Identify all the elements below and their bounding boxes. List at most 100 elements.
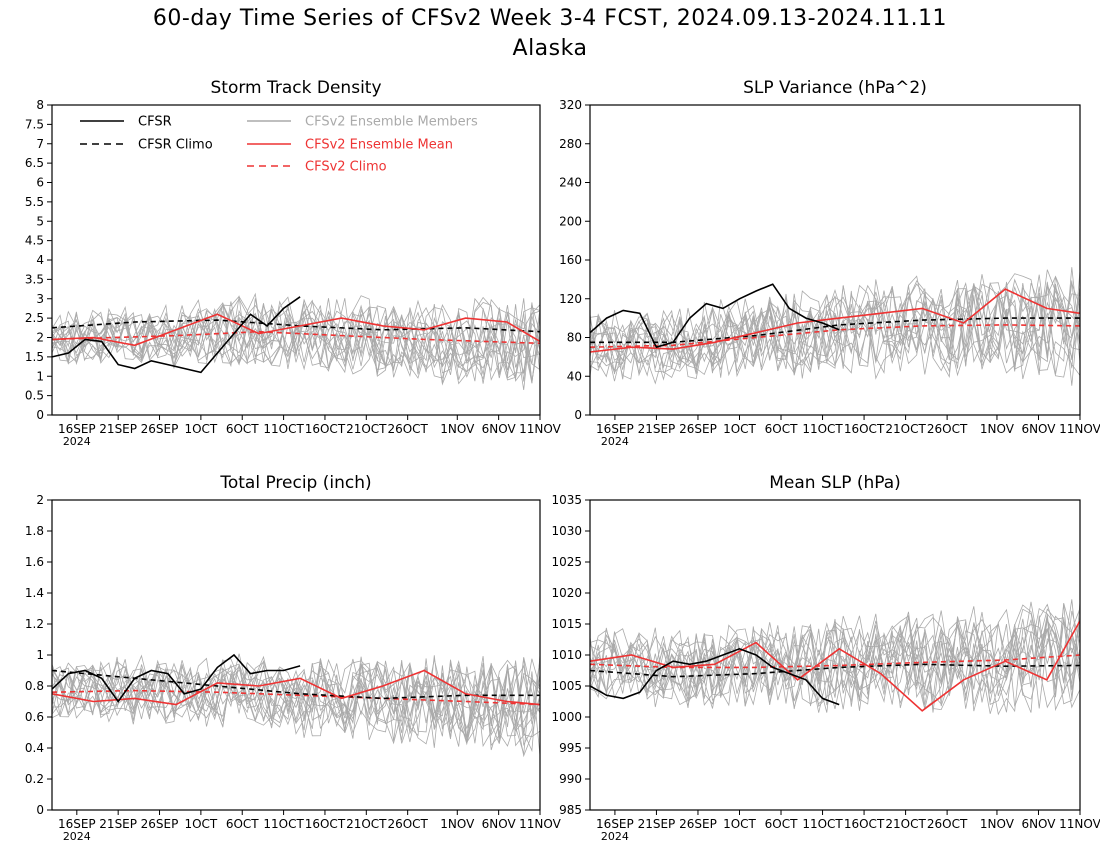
x-tick-sublabel: 2024 (63, 435, 91, 448)
x-tick-label: 6NOV (1021, 422, 1056, 436)
panel-frame (589, 499, 1081, 811)
ensemble-member-line (52, 303, 540, 382)
series-cfsv2-climo (52, 689, 540, 706)
ensemble-member-line (52, 301, 540, 378)
series-cfsr (590, 647, 840, 706)
y-tick-label: 1 (36, 648, 44, 662)
y-tick-label: 5.5 (25, 195, 44, 209)
y-tick-label: 40 (567, 369, 582, 383)
legend-label-cfsr: CFSR (138, 115, 172, 130)
ensemble-member-line (52, 658, 540, 748)
legend-label-cfsv2-ensemble-mean: CFSv2 Ensemble Mean (305, 138, 453, 153)
x-tick-label: 11NOV (519, 422, 561, 436)
x-tick-label: 21OCT (885, 817, 926, 831)
y-tick-label: 280 (559, 137, 582, 151)
panel-frame (51, 499, 541, 811)
legend-label-cfsv2-climo: CFSv2 Climo (305, 160, 387, 175)
y-tick-label: 0 (36, 803, 44, 817)
y-tick-label: 1020 (551, 586, 582, 600)
y-tick-label: 320 (559, 98, 582, 112)
ensemble-member-line (590, 621, 1080, 716)
plot-area (52, 653, 540, 758)
series-cfsr (52, 653, 301, 703)
ensemble-member-line (590, 606, 1080, 714)
x-tick-label: 6NOV (1021, 817, 1056, 831)
x-tick-label: 6OCT (765, 817, 798, 831)
y-tick-label: 0.8 (25, 679, 44, 693)
ensemble-member-line (590, 276, 1080, 380)
y-tick-label: 1.2 (25, 617, 44, 631)
x-tick-label: 1NOV (440, 817, 475, 831)
x-tick-label: 6OCT (226, 817, 259, 831)
x-tick-label: 26SEP (141, 817, 179, 831)
x-tick-label: 11NOV (1059, 422, 1100, 436)
y-tick-label: 2 (36, 493, 44, 507)
x-tick-label: 26OCT (927, 817, 968, 831)
x-tick-label: 21OCT (885, 422, 926, 436)
y-tick-label: 200 (559, 214, 582, 228)
ensemble-member-line (52, 658, 540, 747)
y-tick-label: 0.4 (25, 741, 44, 755)
y-tick-label: 1025 (551, 555, 582, 569)
y-tick-label: 80 (567, 331, 582, 345)
y-tick-label: 6.5 (25, 156, 44, 170)
x-tick-label: 11OCT (802, 817, 843, 831)
x-tick-label: 21SEP (99, 422, 137, 436)
series-cfsv2-ensemble-mean (52, 669, 540, 706)
ensemble-member-line (52, 658, 540, 747)
ensemble-member-line (590, 604, 1080, 710)
x-tick-label: 11OCT (263, 817, 304, 831)
panel-frame (51, 104, 541, 416)
x-tick-label: 6NOV (482, 817, 517, 831)
x-tick-label: 1OCT (723, 422, 756, 436)
ensemble-member-line (52, 297, 540, 384)
x-tick-label: 26SEP (679, 422, 717, 436)
x-tick-label: 16SEP (58, 422, 96, 436)
y-tick-label: 0 (574, 408, 582, 422)
y-tick-label: 1005 (551, 679, 582, 693)
y-tick-label: 1015 (551, 617, 582, 631)
ensemble-member-line (52, 298, 540, 379)
panel-title: Storm Track Density (210, 78, 381, 98)
ensemble-member-line (52, 655, 540, 742)
x-tick-label: 1OCT (723, 817, 756, 831)
y-tick-label: 160 (559, 253, 582, 267)
x-tick-label: 21SEP (99, 817, 137, 831)
y-tick-label: 1010 (551, 648, 582, 662)
plot-area (52, 292, 540, 390)
x-tick-label: 21OCT (346, 422, 387, 436)
y-tick-label: 7.5 (25, 117, 44, 131)
legend: CFSR CFSR Climo CFSv2 Ensemble Members CFSv… (80, 115, 478, 175)
ensemble-member-line (590, 275, 1080, 376)
x-tick-label: 26OCT (387, 422, 428, 436)
x-tick-label: 16OCT (844, 817, 885, 831)
x-tick-sublabel: 2024 (63, 830, 91, 843)
y-tick-label: 990 (559, 772, 582, 786)
y-tick-label: 2.5 (25, 311, 44, 325)
ensemble-member-line (590, 270, 1080, 371)
x-tick-label: 16SEP (596, 817, 634, 831)
y-tick-label: 1.5 (25, 350, 44, 364)
x-tick-label: 21SEP (638, 422, 676, 436)
plot-area (590, 599, 1080, 716)
ensemble-member-line (590, 615, 1080, 698)
x-tick-label: 6NOV (482, 422, 517, 436)
ensemble-member-line (52, 655, 540, 741)
y-tick-label: 4.5 (25, 234, 44, 248)
y-tick-label: 0.2 (25, 772, 44, 786)
x-tick-label: 1OCT (184, 422, 217, 436)
y-tick-label: 1030 (551, 524, 582, 538)
x-tick-label: 26SEP (679, 817, 717, 831)
panel-frame (589, 104, 1081, 416)
x-tick-label: 1NOV (980, 422, 1015, 436)
panel-total-precip-inch: Total Precip (inch) 0 0.2 0.4 0.6 0.8 1 1.2 1.4 1… (25, 473, 562, 843)
x-tick-label: 6OCT (226, 422, 259, 436)
y-tick-label: 7 (36, 137, 44, 151)
figure-title: 60-day Time Series of CFSv2 Week 3-4 FCS… (0, 4, 1100, 64)
y-tick-label: 120 (559, 292, 582, 306)
x-tick-label: 1NOV (980, 817, 1015, 831)
ensemble-member-line (52, 660, 540, 745)
plot-area (590, 267, 1080, 386)
x-tick-label: 11OCT (802, 422, 843, 436)
